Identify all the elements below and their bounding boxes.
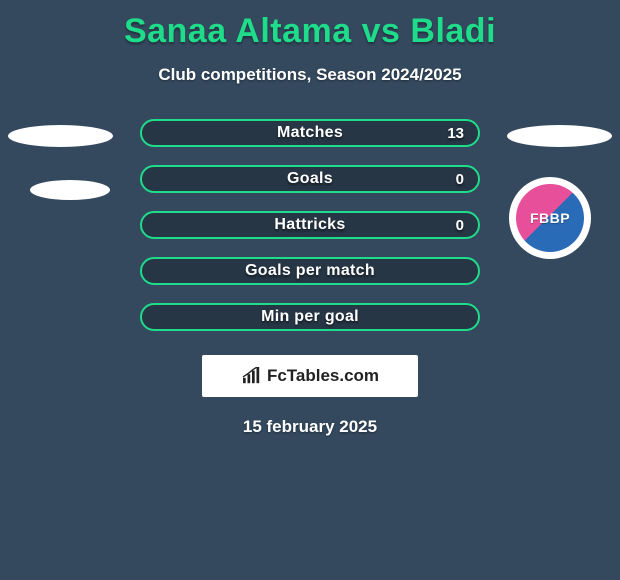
bar-goals-per-match: Goals per match xyxy=(140,257,480,285)
bar-hattricks: Hattricks 0 xyxy=(140,211,480,239)
bar-label: Matches xyxy=(277,124,343,142)
bar-goals: Goals 0 xyxy=(140,165,480,193)
date-text: 15 february 2025 xyxy=(0,417,620,437)
bar-value: 0 xyxy=(456,171,464,188)
bar-min-per-goal: Min per goal xyxy=(140,303,480,331)
brand-text: FcTables.com xyxy=(267,366,379,386)
bar-label: Goals per match xyxy=(245,262,375,280)
bar-label: Goals xyxy=(287,170,333,188)
left-player-badge-2 xyxy=(30,180,110,200)
club-logo-text: FBBP xyxy=(530,210,570,226)
fbbp-logo-icon: FBBP xyxy=(516,184,584,252)
right-player-badge xyxy=(507,125,612,147)
bar-label: Min per goal xyxy=(261,308,359,326)
bar-value: 13 xyxy=(447,125,464,142)
bar-chart-icon xyxy=(241,367,263,385)
bar-matches: Matches 13 xyxy=(140,119,480,147)
brand-box: FcTables.com xyxy=(202,355,418,397)
subtitle: Club competitions, Season 2024/2025 xyxy=(0,65,620,85)
bar-value: 0 xyxy=(456,217,464,234)
left-player-badge-1 xyxy=(8,125,113,147)
page-title: Sanaa Altama vs Bladi xyxy=(0,0,620,51)
right-club-logo: FBBP xyxy=(509,177,591,259)
bar-label: Hattricks xyxy=(274,216,345,234)
